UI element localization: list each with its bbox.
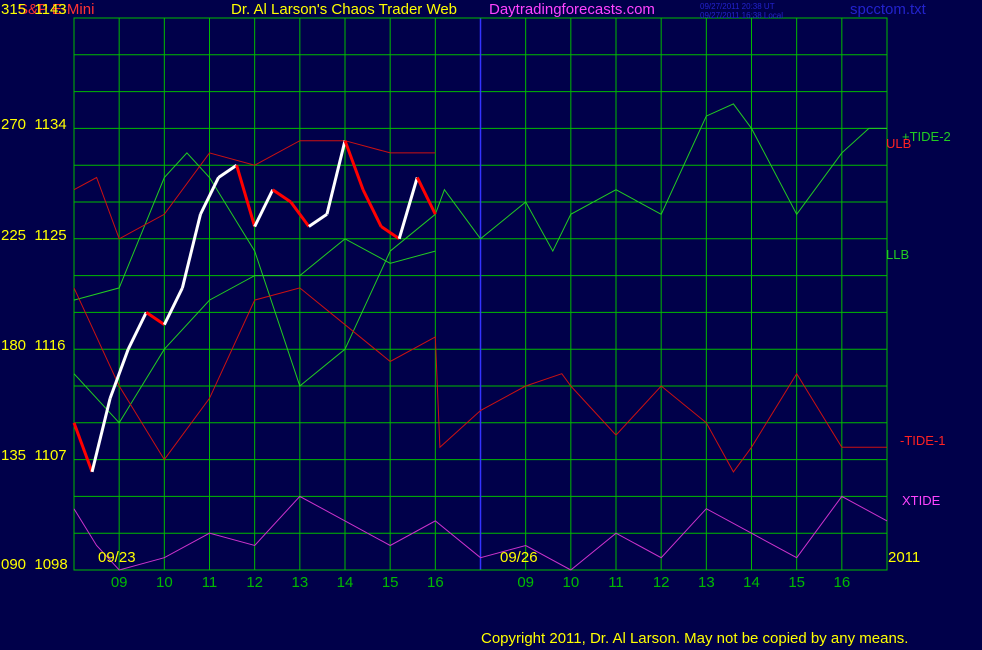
tide1-label: -TIDE-1 [900,433,946,448]
price-segment [289,201,311,228]
price-segment [199,176,220,215]
price-segment [325,140,347,215]
x-tick-label: 12 [653,574,670,591]
price-segment [72,422,94,473]
plot-frame [73,17,888,571]
y-label-1107: 135 1107 [1,447,67,464]
series-line-xtide [73,495,888,571]
price-segment [343,140,365,191]
x-tick-label: 10 [156,574,173,591]
ulb-label: ULB [886,136,912,151]
instrument-label: S&P E-Mini [18,1,95,18]
price-segment [415,176,437,215]
series-line-tide-1 [73,287,887,473]
price-segment [397,177,419,240]
x-tick-label: 16 [833,574,850,591]
price-segment [126,311,148,350]
price-segment [217,163,238,179]
price-segment [180,213,202,289]
x-tick-label: 15 [382,574,399,591]
x-tick-label: 14 [337,574,354,591]
date-label-second: 09/26 [500,549,538,566]
x-tick-label: 11 [202,574,218,591]
series-line-ulb [73,140,436,240]
price-segment [108,348,130,399]
price-segment [253,189,275,228]
y-label-1143: 315 1143 [1,1,67,18]
year-label: 2011 [888,549,921,566]
x-tick-label: 11 [608,574,624,591]
x-tick-label: 13 [698,574,715,591]
llb-label: LLB [886,247,910,262]
y-label-1116: 180 1116 [1,337,66,354]
chart-title: Dr. Al Larson's Chaos Trader Web [231,1,458,18]
x-tick-label: 15 [788,574,805,591]
series-line-tide-2 [73,103,887,387]
price-segment [271,188,292,204]
price-segment [162,287,184,326]
x-tick-label: 09 [111,574,128,591]
site-label: Daytradingforecasts.com [489,1,655,18]
date-label-first: 09/23 [98,549,136,566]
tide2-label: +TIDE-2 [902,129,951,144]
series-line-llb [73,238,436,424]
y-label-1134: 270 1134 [1,116,67,133]
x-tick-label: 16 [427,574,444,591]
price-segment [145,311,166,326]
local-stamp: 09/27/2011 16:38 Local [700,11,784,20]
x-tick-label: 14 [743,574,760,591]
x-tick-label: 10 [562,574,579,591]
price-segment [361,189,383,228]
x-tick-label: 09 [517,574,534,591]
y-label-1098: 090 1098 [1,556,68,573]
y-label-1125: 225 1125 [1,227,67,244]
utc-stamp: 09/27/2011 20:38 UT [700,2,775,11]
xtide-label: XTIDE [902,493,941,508]
x-tick-label: 12 [246,574,263,591]
price-segment [235,164,257,227]
price-segment [90,397,112,473]
file-label: spcctom.txt [850,1,926,18]
price-segment [308,213,328,228]
price-segment [380,225,401,241]
copyright-notice: Copyright 2011, Dr. Al Larson. May not b… [481,630,909,647]
x-tick-label: 13 [291,574,308,591]
